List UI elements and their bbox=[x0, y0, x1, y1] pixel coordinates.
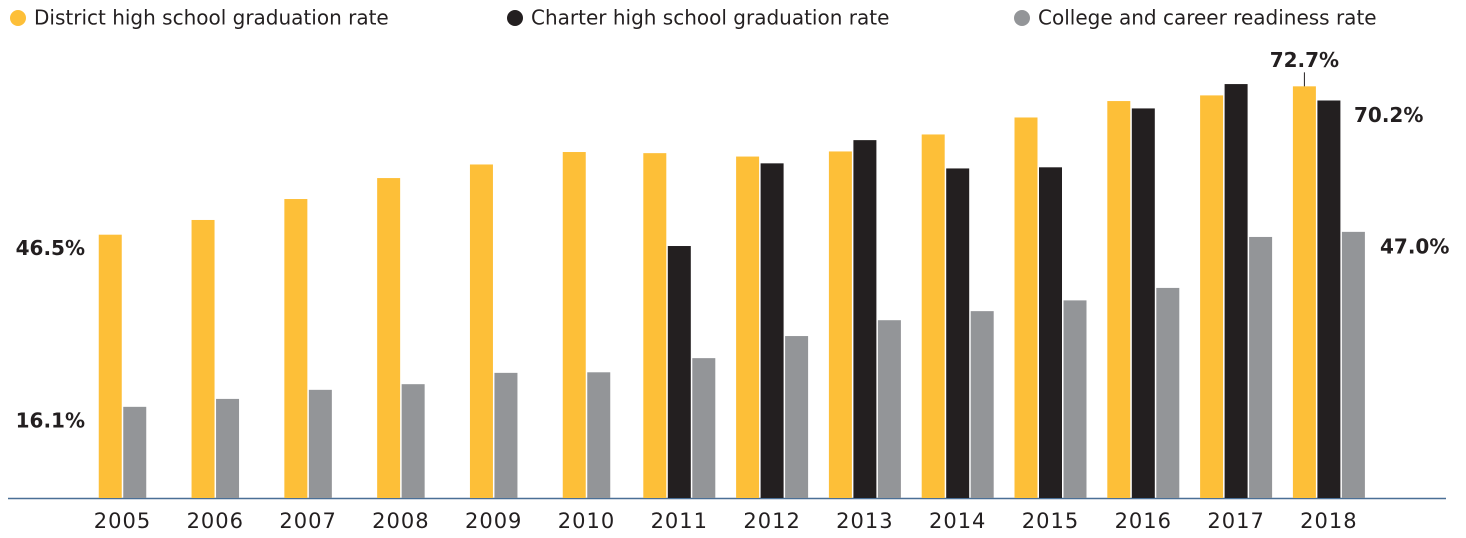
bar bbox=[877, 320, 901, 498]
x-tick-label: 2010 bbox=[558, 509, 615, 533]
bar bbox=[736, 156, 760, 498]
bar bbox=[1292, 86, 1316, 499]
x-tick-label: 2018 bbox=[1300, 509, 1357, 533]
value-label: 46.5% bbox=[16, 236, 85, 260]
x-tick-label: 2006 bbox=[187, 509, 244, 533]
bar bbox=[1014, 117, 1038, 498]
value-label: 16.1% bbox=[16, 408, 85, 432]
bar bbox=[1107, 101, 1131, 498]
bar bbox=[1341, 231, 1365, 499]
x-tick-label: 2016 bbox=[1115, 509, 1172, 533]
bar bbox=[308, 389, 332, 498]
bar bbox=[1200, 95, 1224, 499]
bar bbox=[667, 246, 691, 498]
legend-swatch bbox=[1014, 10, 1030, 26]
bar bbox=[377, 178, 401, 498]
legend-swatch bbox=[10, 10, 26, 26]
bar bbox=[1063, 300, 1087, 498]
bar bbox=[123, 406, 147, 498]
bar bbox=[284, 199, 308, 498]
value-label: 70.2% bbox=[1354, 103, 1423, 127]
bar bbox=[1039, 167, 1062, 498]
value-label: 47.0% bbox=[1380, 234, 1449, 258]
x-tick-label: 2005 bbox=[94, 509, 151, 533]
bar bbox=[98, 234, 122, 498]
bar bbox=[216, 398, 240, 498]
bar bbox=[828, 151, 852, 498]
bar bbox=[587, 372, 611, 498]
bar bbox=[1131, 108, 1155, 499]
bar bbox=[853, 140, 877, 498]
bar bbox=[401, 384, 425, 498]
bar bbox=[785, 336, 809, 498]
bar bbox=[469, 164, 493, 498]
bar bbox=[643, 153, 667, 498]
bar bbox=[1317, 100, 1341, 499]
x-tick-label: 2008 bbox=[372, 509, 429, 533]
bar bbox=[921, 134, 945, 498]
x-tick-label: 2015 bbox=[1022, 509, 1079, 533]
x-tick-label: 2009 bbox=[465, 509, 522, 533]
x-tick-label: 2014 bbox=[929, 509, 986, 533]
bar bbox=[692, 358, 716, 498]
bar bbox=[760, 163, 784, 498]
bar bbox=[191, 219, 215, 498]
x-tick-label: 2012 bbox=[743, 509, 800, 533]
x-tick-label: 2013 bbox=[836, 509, 893, 533]
x-tick-label: 2011 bbox=[651, 509, 708, 533]
bar bbox=[1224, 84, 1248, 498]
legend-label: Charter high school graduation rate bbox=[531, 6, 889, 30]
x-tick-label: 2007 bbox=[279, 509, 336, 533]
bar bbox=[562, 152, 586, 499]
bar bbox=[970, 311, 994, 498]
bar bbox=[946, 168, 970, 498]
bar bbox=[494, 372, 518, 498]
legend-label: College and career readiness rate bbox=[1038, 6, 1377, 30]
legend-swatch bbox=[507, 10, 523, 26]
bar bbox=[1249, 236, 1273, 499]
value-label: 72.7% bbox=[1270, 48, 1339, 72]
bar bbox=[1156, 287, 1180, 498]
legend-label: District high school graduation rate bbox=[34, 6, 389, 30]
x-tick-label: 2017 bbox=[1207, 509, 1264, 533]
